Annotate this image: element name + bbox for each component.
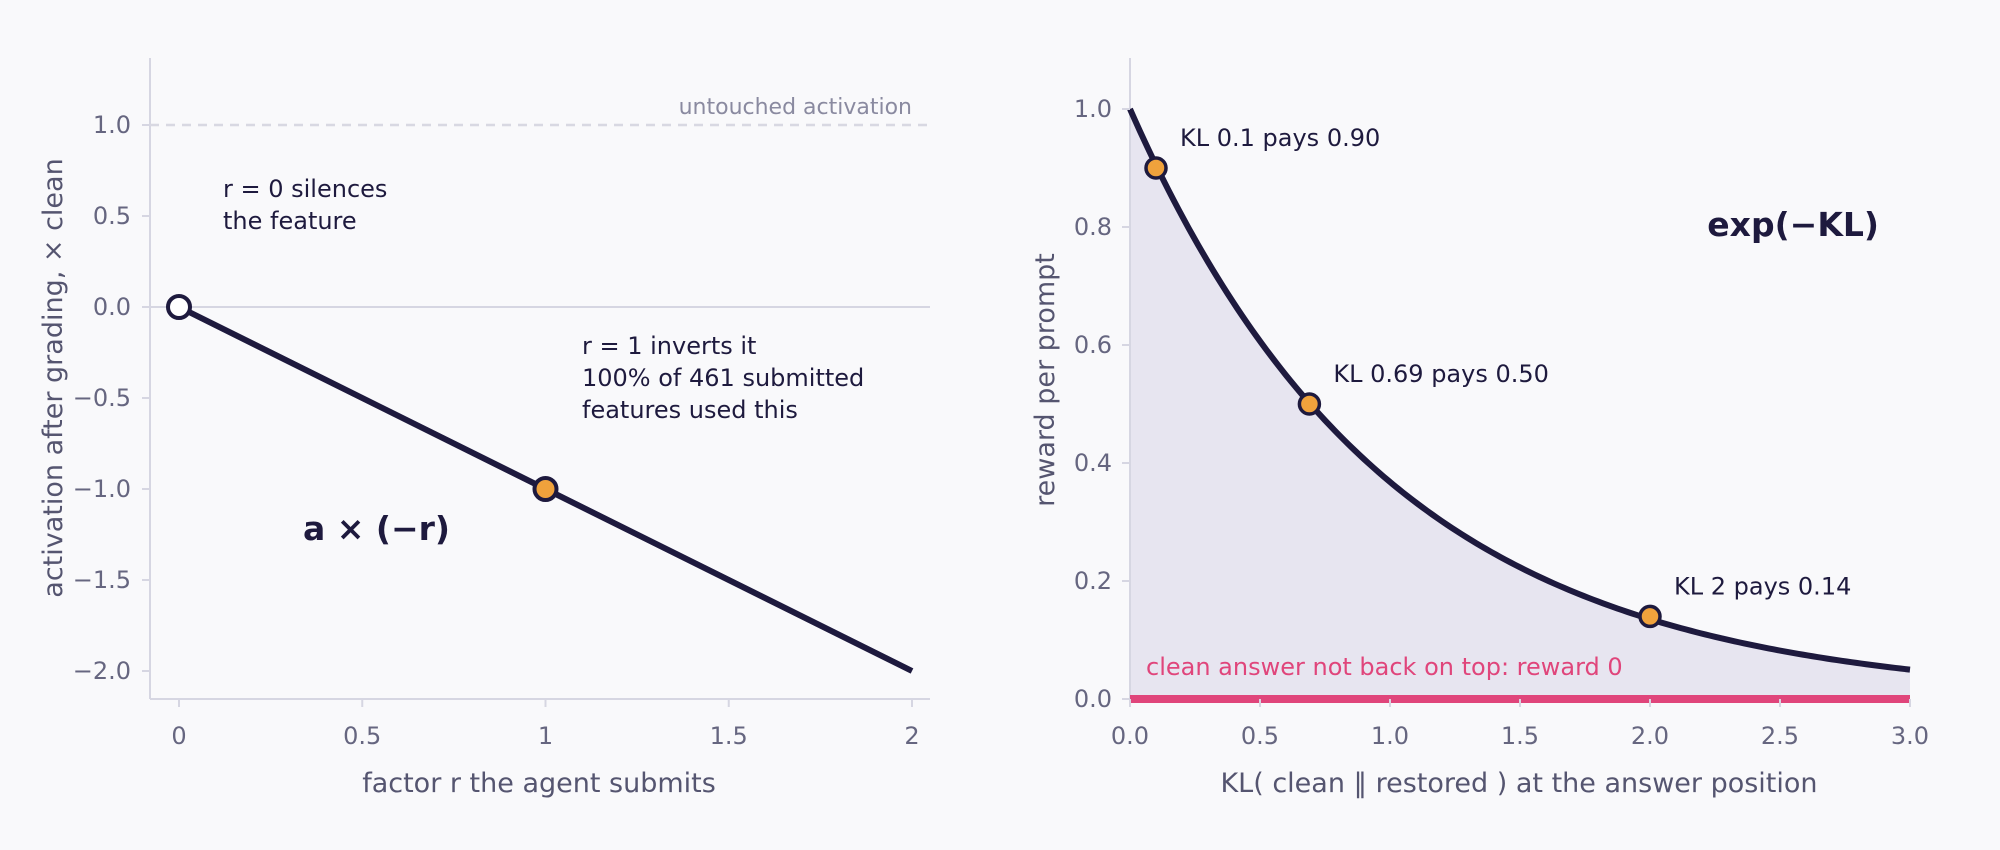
- right-x-tick-label: 1.5: [1501, 722, 1539, 750]
- left-y-tick-label: −0.5: [73, 384, 131, 412]
- right-x-tick-label: 2.5: [1761, 722, 1799, 750]
- left-x-tick-label: 2: [904, 722, 919, 750]
- annotation-line: r = 0 silences: [223, 175, 387, 203]
- annotation-line: 100% of 461 submitted: [582, 364, 864, 392]
- curve-line: [1127, 107, 1911, 673]
- data-point-2: [1638, 604, 1662, 629]
- right-x-tick-label: 0.0: [1111, 722, 1149, 750]
- data-point-1: [532, 476, 559, 502]
- left-y-tick-label: −1.0: [73, 475, 131, 503]
- right-y-axis-label: reward per prompt: [1030, 253, 1061, 507]
- right-y-tick-label: 0.8: [1074, 213, 1112, 241]
- right-y-tick-label: 1.0: [1074, 95, 1112, 123]
- right-y-tick-label: 0.0: [1074, 685, 1112, 713]
- right-x-tick-label: 1.0: [1371, 722, 1409, 750]
- right-x-tick-label: 3.0: [1891, 722, 1929, 750]
- left-x-tick-label: 1.5: [710, 722, 748, 750]
- right-x-tick-label: 0.5: [1241, 722, 1279, 750]
- data-point-0: [166, 294, 192, 320]
- right-x-tick-label: 2.0: [1631, 722, 1669, 750]
- data-point-label: KL 0.69 pays 0.50: [1333, 360, 1549, 388]
- left-y-tick-label: 0.0: [93, 293, 131, 321]
- right-chart: clean answer not back on top: reward 0 0.…: [1030, 58, 1929, 799]
- left-chart: untouched activation 1.0 0.5 0.0 −0.5 −1.0 −1.…: [38, 58, 930, 799]
- right-y-tick-label: 0.6: [1074, 331, 1112, 359]
- annotation-invert: r = 1 inverts it 100% of 461 submitted fea…: [582, 332, 864, 424]
- data-point-label: KL 0.1 pays 0.90: [1180, 124, 1380, 152]
- left-x-tick-label: 1: [538, 722, 553, 750]
- formula-label: a × (−r): [303, 509, 450, 548]
- left-x-tick-label: 0: [171, 722, 186, 750]
- left-y-axis-label: activation after grading, × clean: [38, 158, 69, 597]
- left-x-axis-label: factor r the agent submits: [362, 768, 716, 799]
- area-under-curve: [1130, 109, 1910, 699]
- right-y-tick-label: 0.4: [1074, 449, 1112, 477]
- left-y-tick-label: −2.0: [73, 657, 131, 685]
- left-y-tick-label: −1.5: [73, 566, 131, 594]
- right-y-tick-label: 0.2: [1074, 567, 1112, 595]
- left-y-tick-label: 0.5: [93, 202, 131, 230]
- annotation-line: features used this: [582, 396, 798, 424]
- annotation-line: the feature: [223, 207, 357, 235]
- left-x-tick-label: 0.5: [343, 722, 381, 750]
- data-point-1: [1297, 392, 1322, 416]
- reference-line-label: untouched activation: [679, 95, 912, 120]
- formula-label: exp(−KL): [1707, 205, 1879, 244]
- right-x-axis-label: KL( clean ‖ restored ) at the answer pos…: [1220, 768, 1817, 799]
- left-y-tick-label: 1.0: [93, 111, 131, 139]
- data-point-label: KL 2 pays 0.14: [1674, 572, 1851, 600]
- annotation-silence: r = 0 silences the feature: [223, 175, 387, 235]
- annotation-line: r = 1 inverts it: [582, 332, 756, 360]
- data-point-0: [1144, 156, 1168, 180]
- zero-reward-label: clean answer not back on top: reward 0: [1146, 653, 1623, 681]
